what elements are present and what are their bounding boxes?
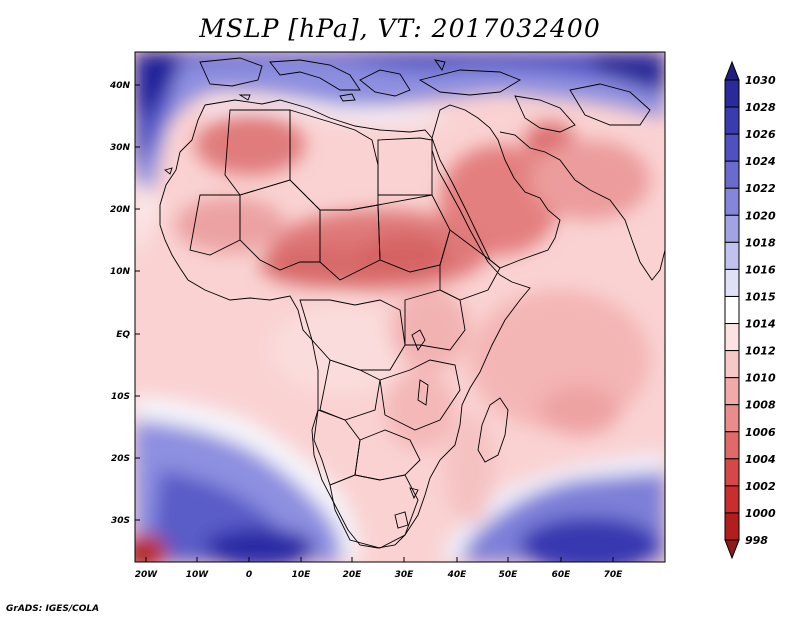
lat-label: 20N [110, 205, 131, 215]
coastlines [159, 57, 665, 549]
colorbar-label: 1015 [745, 290, 776, 303]
colorbar-label: 1010 [745, 372, 776, 385]
lon-label: 40E [447, 570, 468, 580]
lat-label: 30S [111, 516, 130, 526]
lon-label: 60E [552, 570, 572, 580]
colorbar-box [724, 106, 740, 135]
colorbar-box [724, 241, 740, 270]
lon-label: 0 [246, 570, 252, 580]
colorbar-label: 1014 [745, 318, 776, 331]
longitude-labels: 20W 10W 0 10E 20E 30E 40E 50E 60E 70E [135, 557, 623, 580]
lon-label: 10W [186, 570, 210, 580]
colorbar-label: 1006 [745, 426, 776, 439]
colorbar-box [724, 268, 740, 297]
colorbar-label: 1016 [745, 263, 776, 276]
lon-label: 50E [499, 570, 519, 580]
colorbar-label: 1000 [745, 507, 776, 520]
lon-label: 70E [604, 570, 624, 580]
colorbar-label: 1008 [745, 399, 776, 412]
colorbar-label: 1030 [745, 74, 776, 87]
colorbar-box [724, 133, 740, 162]
colorbar-label: 1018 [745, 236, 776, 249]
grads-credit: GrADS: IGES/COLA [6, 604, 100, 614]
colorbar-box [724, 512, 740, 541]
colorbar-label: 1012 [745, 345, 776, 358]
colorbar: 1030 1028 1026 1024 1022 1020 1018 1016 1015 1014… [724, 60, 776, 560]
colorbar-label: 1020 [745, 209, 776, 222]
colorbar-label: 1022 [745, 182, 776, 195]
lon-label: 10E [292, 570, 312, 580]
colorbar-box [724, 404, 740, 433]
colorbar-box [724, 79, 740, 108]
colorbar-bottom-arrow [724, 539, 740, 560]
lat-label: 10S [111, 392, 130, 402]
colorbar-label: 1024 [745, 155, 776, 168]
colorbar-box [724, 214, 740, 243]
colorbar-box [724, 431, 740, 460]
colorbar-box [724, 187, 740, 216]
lat-label: 30N [110, 143, 131, 153]
lon-label: 20W [135, 570, 159, 580]
lat-label: 20S [111, 454, 130, 464]
map-title: MSLP [hPa], VT: 2017032400 [199, 14, 601, 43]
colorbar-box [724, 485, 740, 514]
map-frame [134, 51, 666, 563]
pressure-field [135, 52, 665, 562]
latitude-labels: 40N 30N 20N 10N EQ 10S 20S 30S [109, 81, 140, 526]
lon-label: 30E [395, 570, 415, 580]
lat-label: EQ [116, 330, 130, 340]
colorbar-box [724, 295, 740, 325]
colorbar-label: 998 [745, 534, 768, 547]
colorbar-label: 1004 [745, 453, 776, 466]
colorbar-box [724, 350, 740, 379]
colorbar-box [724, 458, 740, 487]
lon-label: 20E [343, 570, 363, 580]
colorbar-top-arrow [724, 60, 740, 81]
colorbar-label: 1002 [745, 480, 776, 493]
colorbar-label: 1026 [745, 128, 776, 141]
colorbar-box [724, 160, 740, 189]
colorbar-box [724, 377, 740, 406]
lat-label: 40N [109, 81, 131, 91]
colorbar-label: 1028 [745, 101, 776, 114]
lat-label: 10N [110, 267, 131, 277]
colorbar-box [724, 323, 740, 352]
